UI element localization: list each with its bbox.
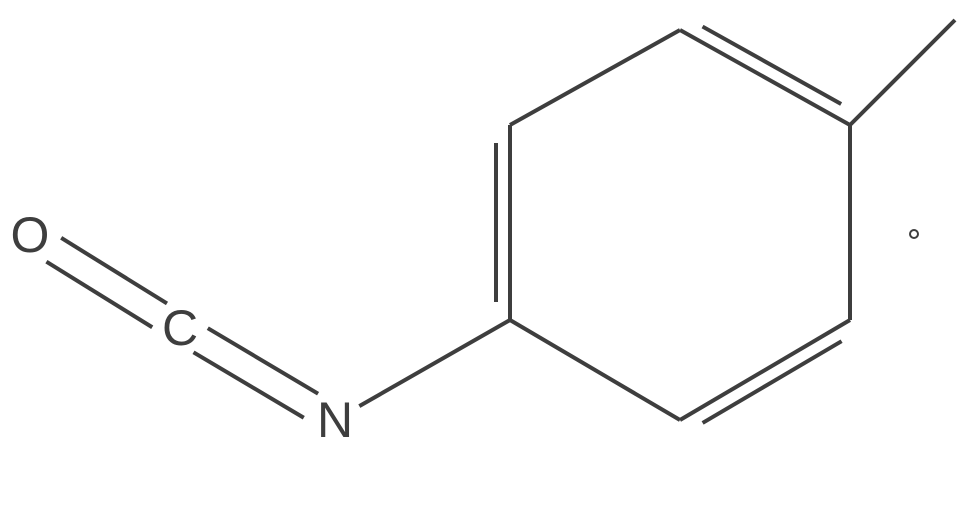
bond-line	[46, 262, 152, 328]
bond-line	[703, 27, 842, 104]
atom-label-O: O	[11, 207, 50, 263]
bond-line	[680, 30, 850, 125]
bond-line	[510, 320, 680, 420]
bond-line	[703, 341, 842, 423]
bond-line	[850, 20, 955, 125]
atom-label-C: C	[162, 300, 198, 356]
bond-line	[61, 238, 167, 304]
bond-line	[208, 328, 318, 393]
bond-line	[680, 320, 850, 420]
molecule-diagram: O C N	[0, 0, 957, 506]
bond-line	[510, 30, 680, 125]
extra-mark-0	[910, 230, 918, 238]
atom-label-N: N	[317, 392, 353, 448]
bond-line	[359, 320, 510, 406]
bond-line	[193, 352, 303, 417]
